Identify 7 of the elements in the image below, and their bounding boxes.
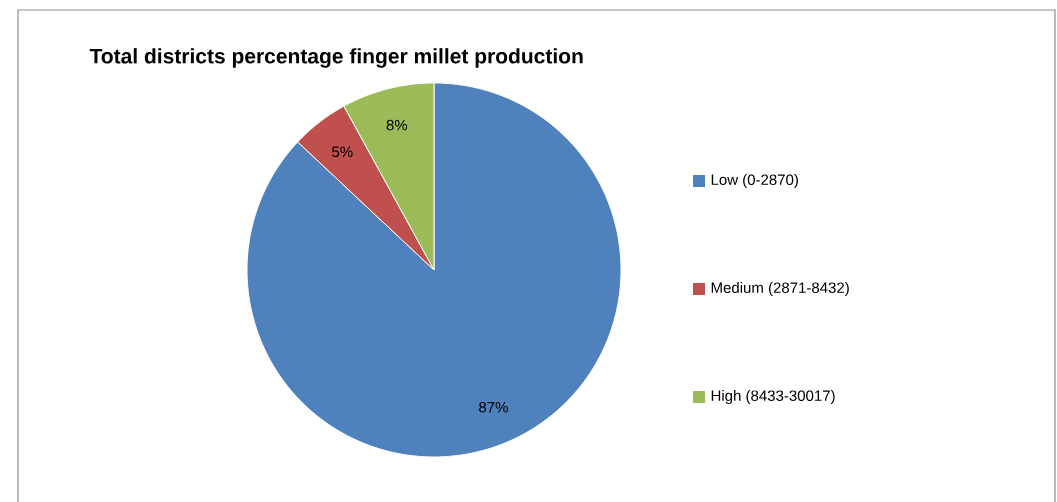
legend-label: Low (0-2870) xyxy=(711,174,798,188)
data-label: 5% xyxy=(332,146,353,158)
legend-label: High (8433-30017) xyxy=(711,389,835,404)
chart-title: Total districts percentage finger millet production xyxy=(89,48,583,68)
data-label: 87% xyxy=(479,401,508,413)
legend-label: Medium (2871-8432) xyxy=(711,282,849,296)
data-label: 8% xyxy=(386,119,408,131)
